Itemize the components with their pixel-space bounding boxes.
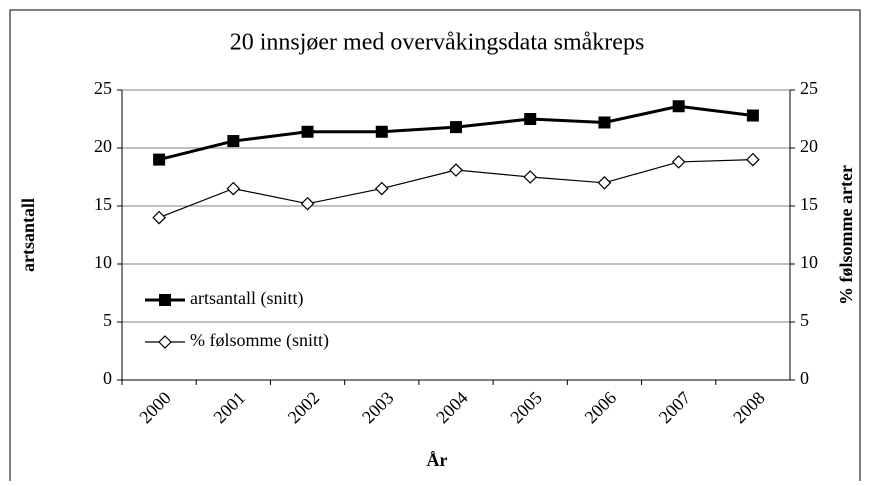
marker: [746, 152, 760, 167]
marker: [152, 210, 166, 225]
marker: [597, 175, 612, 190]
y-tick-label: 25: [94, 78, 112, 98]
marker: [450, 121, 462, 134]
marker: [524, 113, 537, 125]
y2-tick-label: 10: [800, 252, 818, 272]
marker: [746, 109, 759, 122]
y-tick-label: 20: [94, 136, 112, 156]
y2-axis-label: % følsomme arter: [836, 165, 856, 305]
marker: [598, 116, 611, 129]
y-axis-label: artsantall: [18, 198, 38, 272]
marker: [226, 181, 241, 196]
y2-tick-label: 15: [800, 194, 818, 214]
y-tick-label: 5: [103, 310, 112, 330]
marker: [671, 155, 686, 169]
marker: [374, 181, 389, 196]
marker: [523, 170, 538, 184]
marker: [153, 153, 166, 166]
legend-label: % følsomme (snitt): [190, 330, 329, 351]
marker: [375, 125, 388, 138]
marker: [300, 196, 315, 211]
marker: [672, 100, 685, 113]
y2-tick-label: 0: [800, 368, 809, 388]
chart-title: 20 innsjøer med overvåkingsdata småkreps: [230, 30, 645, 56]
marker: [158, 335, 172, 349]
chart-frame: [9, 9, 861, 486]
y2-tick-label: 25: [800, 78, 818, 98]
legend-label: artsantall (snitt): [190, 288, 303, 309]
marker: [159, 294, 171, 306]
marker: [301, 125, 314, 138]
marker: [227, 135, 240, 148]
y-tick-label: 15: [94, 194, 112, 214]
y-tick-label: 0: [103, 368, 112, 388]
y2-tick-label: 20: [800, 136, 818, 156]
y-tick-label: 10: [94, 252, 112, 272]
marker: [449, 163, 463, 177]
y2-tick-label: 5: [800, 310, 809, 330]
x-axis-label: År: [427, 450, 448, 470]
